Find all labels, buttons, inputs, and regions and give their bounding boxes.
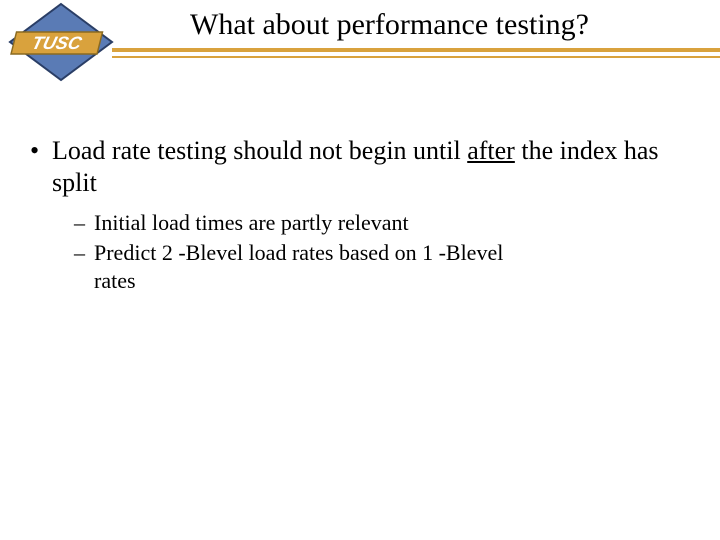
bullet-item: • Load rate testing should not begin unt… bbox=[30, 135, 700, 199]
sub-bullet-marker: – bbox=[74, 209, 94, 237]
header-rule-thin bbox=[112, 56, 720, 58]
sub-bullet-item: – Initial load times are partly relevant bbox=[74, 209, 700, 237]
sub-bullet-marker: – bbox=[74, 239, 94, 267]
sub-bullet-item: – Predict 2 -Blevel load rates based on … bbox=[74, 239, 700, 295]
slide-header: TUSC What about performance testing? bbox=[0, 0, 720, 90]
header-rule-thick bbox=[112, 48, 720, 52]
tusc-logo: TUSC bbox=[6, 2, 116, 82]
slide-body: • Load rate testing should not begin unt… bbox=[30, 135, 700, 297]
slide-title: What about performance testing? bbox=[190, 8, 712, 42]
bullet-underlined: after bbox=[467, 136, 515, 165]
sub-bullet-list: – Initial load times are partly relevant… bbox=[74, 209, 700, 295]
bullet-pre: Load rate testing should not begin until bbox=[52, 136, 467, 165]
sub-bullet-text: Predict 2 -Blevel load rates based on 1 … bbox=[94, 239, 524, 295]
bullet-text: Load rate testing should not begin until… bbox=[52, 135, 700, 199]
bullet-marker: • bbox=[30, 135, 52, 167]
sub-bullet-text: Initial load times are partly relevant bbox=[94, 209, 409, 237]
logo-text: TUSC bbox=[30, 32, 85, 53]
